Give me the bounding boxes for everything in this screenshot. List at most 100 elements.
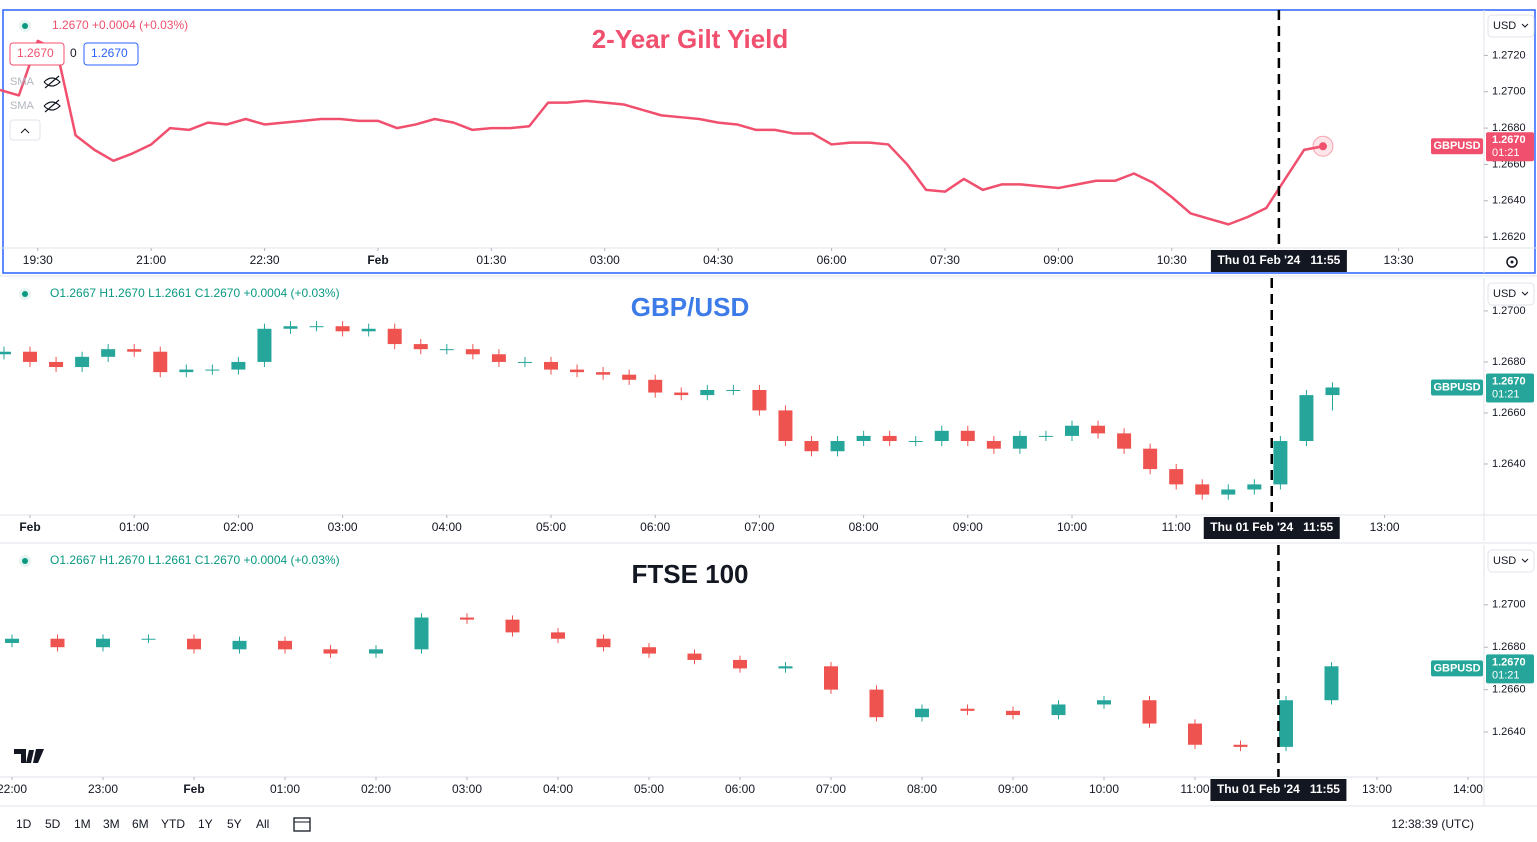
candle-body: [1169, 469, 1184, 485]
candle-body: [1143, 448, 1158, 470]
range-button[interactable]: 5D: [45, 817, 61, 831]
x-tick-label: 06:00: [817, 253, 847, 267]
candle-body: [96, 638, 111, 648]
candle-body: [700, 389, 715, 396]
input-value: 0: [70, 46, 77, 60]
candle-body: [0, 351, 11, 355]
legend-values: 1.2670 +0.0004 (+0.03%): [52, 18, 188, 32]
candle-body: [1142, 700, 1157, 724]
candle-body: [551, 632, 566, 639]
candle-body: [726, 389, 741, 391]
x-tick-label: 03:00: [452, 782, 482, 796]
x-tick-label: 09:00: [953, 520, 983, 534]
candle-body: [323, 649, 338, 654]
settings-icon[interactable]: [1506, 256, 1518, 268]
y-tick-label: 1.2640: [1492, 195, 1526, 207]
candle-body: [1117, 433, 1132, 449]
x-tick-label: Feb: [367, 253, 388, 267]
candle-body: [309, 326, 324, 328]
input-box[interactable]: [83, 42, 139, 66]
x-tick-label: 07:30: [930, 253, 960, 267]
chart-title: 2-Year Gilt Yield: [592, 24, 789, 54]
currency-caret: [1521, 291, 1529, 296]
crosshair-label-bg: [1203, 517, 1340, 539]
candle-body: [1278, 700, 1293, 747]
candle-body: [387, 328, 402, 345]
x-tick-label: 05:00: [634, 782, 664, 796]
collapse-button[interactable]: [9, 119, 41, 141]
candle-body: [687, 653, 702, 660]
y-tick-label: 1.2660: [1492, 684, 1526, 696]
x-tick-label: Feb: [183, 782, 204, 796]
candle-body: [960, 430, 975, 442]
candle-body: [778, 410, 793, 442]
price-badge-value: 1.2670: [1492, 656, 1526, 668]
price-badge-value: 1.2670: [1492, 375, 1526, 387]
range-button[interactable]: 1D: [16, 817, 32, 831]
y-tick-label: 1.2720: [1492, 49, 1526, 61]
candle-body: [460, 617, 475, 620]
candle-body: [869, 689, 884, 718]
legend-dot-inner: [22, 558, 28, 564]
candle-body: [101, 349, 116, 357]
candle-body: [75, 356, 90, 368]
currency-caret: [1521, 558, 1529, 563]
y-tick-label: 1.2640: [1492, 458, 1526, 470]
candle-body: [1233, 744, 1248, 747]
candle-body: [369, 649, 384, 654]
candle-body: [205, 369, 220, 371]
input-box[interactable]: [9, 42, 65, 66]
x-tick-label: 14:00: [1453, 782, 1483, 796]
candle-body: [804, 441, 819, 452]
x-tick-label: 05:00: [536, 520, 566, 534]
x-tick-label: 22:00: [0, 782, 27, 796]
range-button[interactable]: 3M: [103, 817, 120, 831]
candle-body: [856, 435, 871, 442]
candle-body: [179, 369, 194, 373]
candle-body: [50, 638, 65, 648]
x-tick-label: 08:00: [907, 782, 937, 796]
candle-body: [622, 374, 637, 380]
x-tick-label: 09:00: [1043, 253, 1073, 267]
currency-button[interactable]: [1487, 549, 1535, 573]
currency-button[interactable]: [1487, 14, 1535, 38]
x-tick-label: 04:00: [543, 782, 573, 796]
chart-title: FTSE 100: [631, 559, 748, 589]
candle-body: [141, 638, 156, 640]
legend-dot-inner: [22, 291, 28, 297]
range-button[interactable]: 1M: [74, 817, 91, 831]
price-badge-value: 1.2670: [1492, 134, 1526, 146]
candle-body: [882, 435, 897, 442]
last-point: [1318, 142, 1327, 151]
candle-body: [23, 351, 38, 362]
symbol-badge: [1431, 660, 1483, 677]
range-button[interactable]: 6M: [132, 817, 149, 831]
hidden-eye-icon[interactable]: [43, 75, 61, 89]
currency-label: USD: [1493, 288, 1516, 300]
currency-button[interactable]: [1487, 282, 1535, 306]
candle-body: [127, 349, 142, 352]
candle-body: [231, 361, 246, 370]
candle-body: [1299, 395, 1314, 442]
x-tick-label: 10:00: [1089, 782, 1119, 796]
date-range-icon[interactable]: [293, 817, 311, 832]
candle-body: [283, 326, 298, 329]
candle-body: [413, 344, 428, 350]
candle-body: [153, 351, 168, 373]
candle-body: [187, 638, 202, 650]
candle-body: [830, 441, 845, 452]
candle-body: [1091, 425, 1106, 434]
hidden-eye-icon[interactable]: [43, 99, 61, 113]
candle-body: [752, 389, 767, 411]
candle-body: [1273, 441, 1288, 485]
candle-body: [1005, 710, 1020, 716]
range-button[interactable]: 1Y: [198, 817, 213, 831]
crosshair-label: Thu 01 Feb '24 11:55: [1217, 782, 1340, 796]
range-button[interactable]: YTD: [161, 817, 185, 831]
range-button[interactable]: All: [256, 817, 269, 831]
candle-body: [596, 638, 611, 648]
currency-label: USD: [1493, 555, 1516, 567]
y-tick-label: 1.2700: [1492, 599, 1526, 611]
range-button[interactable]: 5Y: [227, 817, 242, 831]
